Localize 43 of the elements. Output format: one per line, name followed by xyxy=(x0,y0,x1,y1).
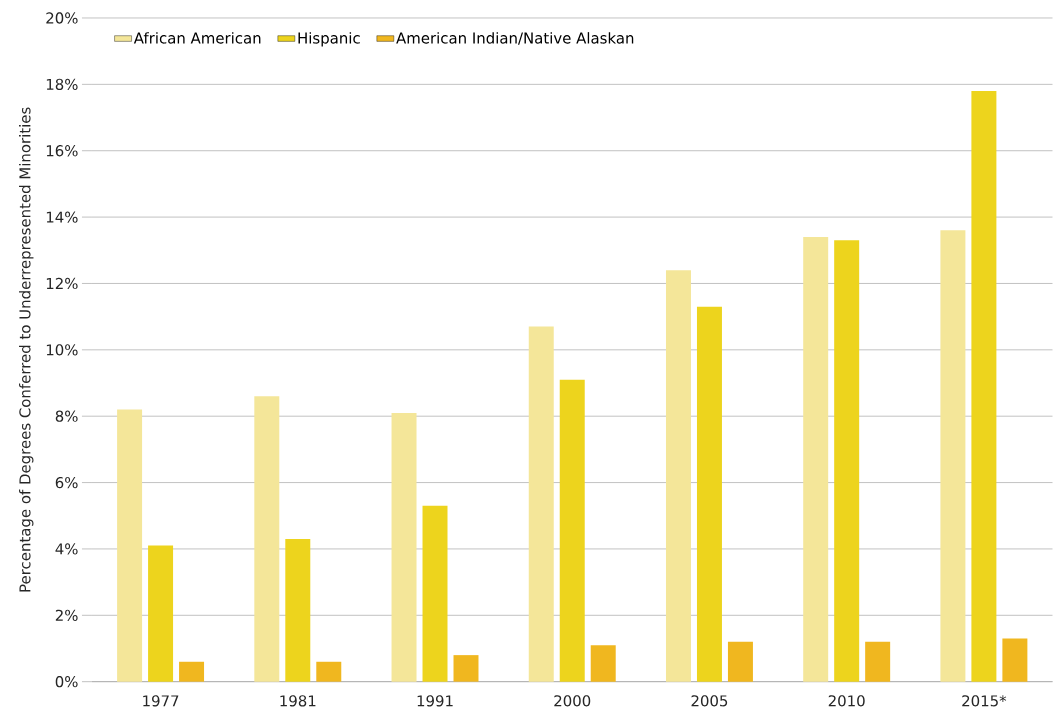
bar xyxy=(727,642,753,682)
bar xyxy=(971,91,997,682)
y-tick-label: 18% xyxy=(46,78,78,91)
bar xyxy=(696,306,722,682)
x-tick-label: 1981 xyxy=(280,695,316,707)
bar xyxy=(834,240,860,682)
x-tick-label: 2015* xyxy=(962,695,1007,707)
y-tick-label: 16% xyxy=(46,145,78,157)
bar xyxy=(665,270,691,682)
bar xyxy=(940,230,966,682)
y-tick-label: 8% xyxy=(55,410,78,423)
bar xyxy=(254,396,280,682)
legend-label: African American xyxy=(133,32,261,44)
bar xyxy=(453,655,479,682)
y-tick-label: 12% xyxy=(46,277,78,290)
y-tick-label: 2% xyxy=(55,609,78,622)
y-tick-label: 0% xyxy=(55,676,78,688)
x-tick-label: 2005 xyxy=(691,695,728,707)
bar xyxy=(179,661,205,682)
y-tick-label: 20% xyxy=(46,12,78,24)
y-tick-label: 14% xyxy=(46,211,78,223)
bar xyxy=(391,413,417,682)
bar xyxy=(117,409,143,682)
bar xyxy=(1002,638,1028,682)
bar xyxy=(148,545,174,682)
legend-label: American Indian/Native Alaskan xyxy=(396,32,634,46)
bar xyxy=(803,237,829,682)
bar xyxy=(316,661,342,682)
x-tick-label: 1977 xyxy=(143,695,179,707)
legend-label: Hispanic xyxy=(298,32,360,47)
bar xyxy=(590,645,616,682)
x-tick-label: 2010 xyxy=(828,695,865,707)
bar xyxy=(422,505,448,682)
y-tick-label: 10% xyxy=(46,344,78,356)
y-axis-title: Percentage of Degrees Conferred to Underrepresented Minorities xyxy=(19,107,34,592)
bar xyxy=(865,642,891,682)
x-tick-label: 1991 xyxy=(417,695,453,707)
bar xyxy=(285,539,311,682)
bar xyxy=(559,379,585,682)
x-tick-label: 2000 xyxy=(554,695,591,707)
y-tick-label: 4% xyxy=(55,543,78,555)
bar xyxy=(528,326,554,682)
y-tick-label: 6% xyxy=(55,477,78,489)
